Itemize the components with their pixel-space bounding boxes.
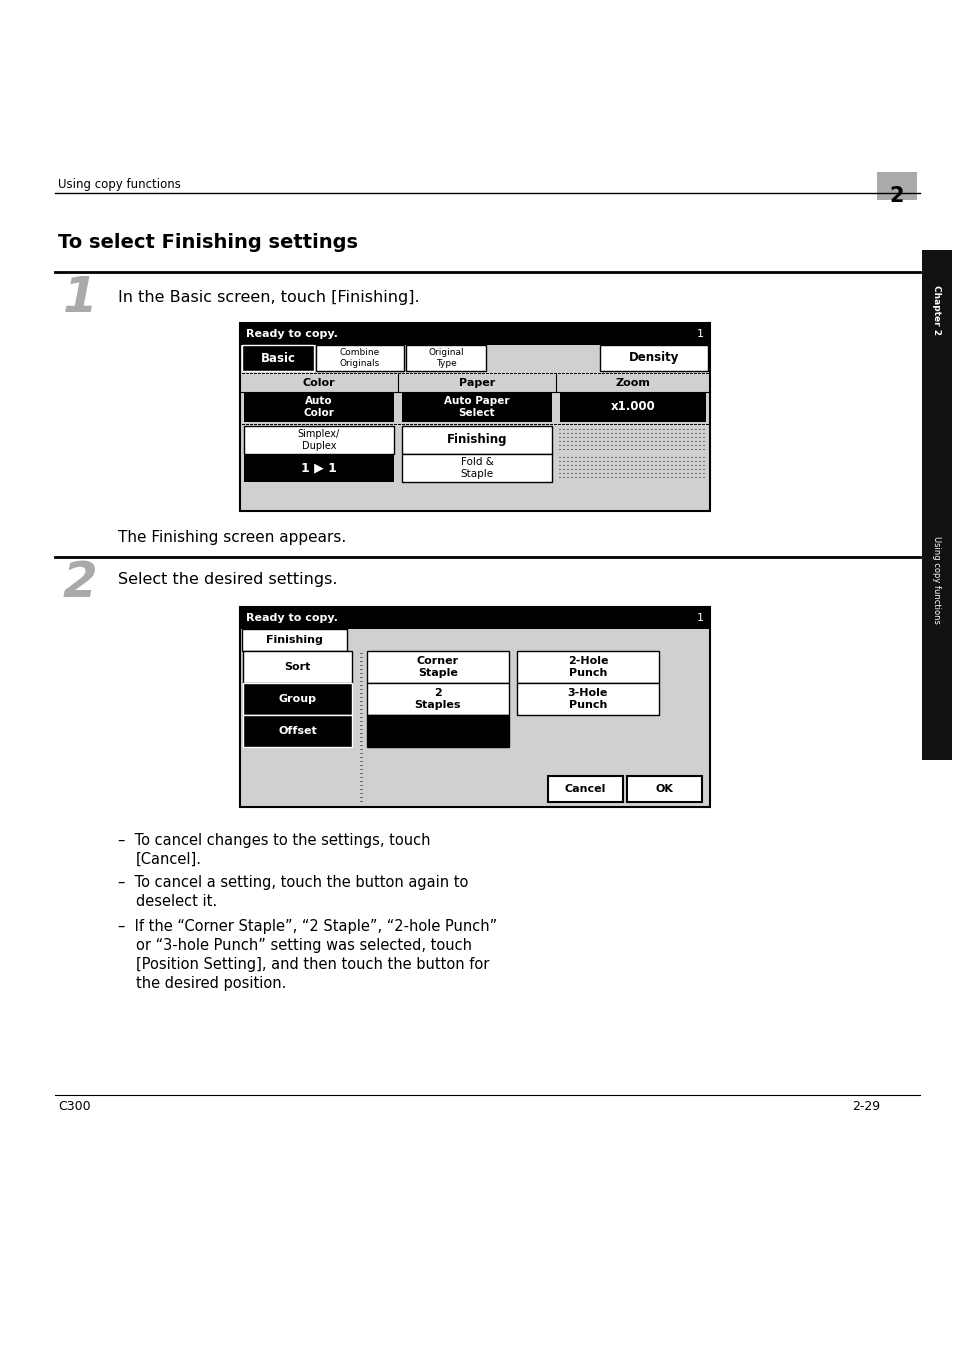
Text: 1: 1 — [697, 329, 703, 339]
Text: deselect it.: deselect it. — [136, 894, 217, 909]
Text: Using copy functions: Using copy functions — [58, 178, 181, 190]
Text: Paper: Paper — [458, 378, 495, 387]
Bar — [243, 683, 352, 716]
Text: 2: 2 — [63, 559, 97, 608]
Bar — [559, 392, 705, 423]
Bar — [547, 776, 622, 802]
Bar — [921, 250, 951, 760]
Text: Density: Density — [628, 351, 679, 364]
Text: Corner
Staple: Corner Staple — [416, 656, 458, 678]
Bar — [315, 346, 403, 371]
Bar — [243, 716, 352, 747]
Text: In the Basic screen, touch [Finishing].: In the Basic screen, touch [Finishing]. — [118, 290, 419, 305]
Text: Finishing: Finishing — [266, 634, 323, 645]
Text: Using copy functions: Using copy functions — [931, 536, 941, 624]
Bar — [243, 651, 352, 683]
Bar — [367, 651, 509, 683]
Text: Auto
Color: Auto Color — [303, 396, 335, 417]
Text: 2
Staples: 2 Staples — [415, 688, 460, 710]
Text: –  To cancel a setting, touch the button again to: – To cancel a setting, touch the button … — [118, 875, 468, 890]
Text: Fold &
Staple: Fold & Staple — [460, 458, 493, 479]
Bar — [244, 454, 394, 482]
Text: Sort: Sort — [284, 662, 311, 672]
Bar — [401, 392, 552, 423]
Text: Combine
Originals: Combine Originals — [339, 348, 379, 367]
Bar — [240, 323, 709, 346]
Bar — [517, 651, 659, 683]
Text: Color: Color — [302, 378, 335, 387]
Text: [Cancel].: [Cancel]. — [136, 852, 202, 867]
Text: 1 ▶ 1: 1 ▶ 1 — [301, 462, 336, 474]
Bar — [242, 346, 314, 371]
Bar — [242, 629, 347, 651]
Text: Finishing: Finishing — [446, 433, 507, 447]
Text: [Position Setting], and then touch the button for: [Position Setting], and then touch the b… — [136, 957, 489, 972]
Bar — [626, 776, 701, 802]
Text: Original
Type: Original Type — [428, 348, 463, 367]
Bar — [876, 171, 916, 200]
Text: Basic: Basic — [260, 351, 295, 364]
Text: x1.000: x1.000 — [610, 401, 655, 413]
Text: Group: Group — [278, 694, 316, 703]
Text: –  To cancel changes to the settings, touch: – To cancel changes to the settings, tou… — [118, 833, 430, 848]
Bar — [240, 323, 709, 512]
Bar — [401, 454, 552, 482]
Bar — [244, 392, 394, 423]
Text: 2-Hole
Punch: 2-Hole Punch — [567, 656, 608, 678]
Text: 2: 2 — [889, 186, 903, 207]
Text: Auto Paper
Select: Auto Paper Select — [444, 396, 509, 417]
Text: 1: 1 — [63, 274, 97, 323]
Bar — [367, 683, 509, 716]
Text: OK: OK — [655, 784, 673, 794]
Bar — [240, 608, 709, 807]
Text: Select the desired settings.: Select the desired settings. — [118, 572, 337, 587]
Bar — [401, 427, 552, 454]
Bar — [244, 427, 394, 454]
Text: Ready to copy.: Ready to copy. — [246, 613, 337, 622]
Text: Simplex/
Duplex: Simplex/ Duplex — [297, 429, 340, 451]
Text: 1: 1 — [697, 613, 703, 622]
Text: Chapter 2: Chapter 2 — [931, 285, 941, 335]
Text: –  If the “Corner Staple”, “2 Staple”, “2-hole Punch”: – If the “Corner Staple”, “2 Staple”, “2… — [118, 919, 497, 934]
Bar — [406, 346, 485, 371]
Bar — [240, 608, 709, 629]
Text: 3-Hole
Punch: 3-Hole Punch — [567, 688, 608, 710]
Text: 2-29: 2-29 — [851, 1100, 879, 1112]
Text: C300: C300 — [58, 1100, 91, 1112]
Bar — [367, 716, 509, 747]
Text: Zoom: Zoom — [615, 378, 650, 387]
Text: To select Finishing settings: To select Finishing settings — [58, 234, 357, 252]
Text: Ready to copy.: Ready to copy. — [246, 329, 337, 339]
Text: or “3-hole Punch” setting was selected, touch: or “3-hole Punch” setting was selected, … — [136, 938, 472, 953]
Text: the desired position.: the desired position. — [136, 976, 286, 991]
Text: Cancel: Cancel — [564, 784, 605, 794]
Bar — [599, 346, 707, 371]
Bar — [517, 683, 659, 716]
Text: The Finishing screen appears.: The Finishing screen appears. — [118, 531, 346, 545]
Text: Offset: Offset — [278, 726, 316, 736]
